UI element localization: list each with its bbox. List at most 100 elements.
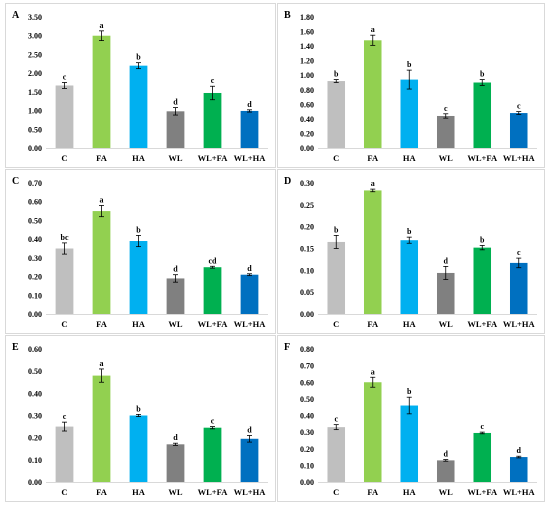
x-tick-label: HA [132, 487, 146, 497]
x-tick-label: C [333, 153, 339, 163]
significance-letter: a [100, 21, 104, 30]
y-tick-label: 1.00 [300, 71, 314, 80]
significance-letter: b [407, 60, 412, 69]
x-tick-label: WL+FA [198, 153, 229, 163]
x-tick-label: WL+FA [198, 319, 229, 329]
panel-label: F [284, 342, 290, 353]
y-tick-label: 0.20 [300, 129, 314, 138]
significance-letter: c [444, 104, 448, 113]
bar [509, 457, 528, 482]
significance-letter: c [517, 248, 521, 257]
bar [327, 241, 346, 314]
y-tick-label: 0.15 [300, 245, 314, 254]
x-tick-label: HA [403, 153, 417, 163]
x-tick-label: WL [439, 487, 454, 497]
y-tick-label: 0.60 [300, 100, 314, 109]
y-tick-label: 0.10 [28, 291, 42, 300]
bar [473, 82, 492, 148]
y-tick-label: 2.50 [28, 50, 42, 59]
panel-label: C [12, 176, 19, 187]
panel-label: A [12, 10, 20, 21]
bar [473, 247, 492, 314]
x-tick-label: FA [96, 153, 108, 163]
bar [55, 426, 74, 482]
y-tick-label: 0.60 [300, 378, 314, 387]
y-tick-label: 0.20 [28, 434, 42, 443]
x-tick-label: FA [367, 487, 379, 497]
y-tick-label: 0.10 [300, 461, 314, 470]
x-tick-label: WL [439, 153, 454, 163]
significance-letter: cd [209, 256, 218, 265]
bar [129, 65, 148, 148]
significance-letter: b [334, 225, 339, 234]
bar [509, 262, 528, 314]
y-tick-label: 0.00 [300, 478, 314, 487]
y-tick-label: 1.80 [300, 13, 314, 22]
bar [129, 415, 148, 482]
significance-letter: c [63, 73, 67, 82]
bar [166, 444, 185, 482]
y-tick-label: 0.30 [300, 179, 314, 188]
x-tick-label: WL+HA [234, 153, 267, 163]
x-tick-label: FA [367, 153, 379, 163]
bar [240, 274, 259, 314]
y-tick-label: 1.00 [28, 107, 42, 116]
y-tick-label: 0.50 [28, 367, 42, 376]
significance-letter: d [517, 446, 522, 455]
x-tick-label: WL+HA [234, 319, 267, 329]
y-tick-label: 0.20 [28, 273, 42, 282]
significance-letter: c [211, 76, 215, 85]
y-tick-label: 0.20 [300, 445, 314, 454]
significance-letter: c [334, 415, 338, 424]
panel-E: E 0.00 0.10 0.20 0.30 0.40 0.50 0.60 c Ca FA b HA d WL… [5, 335, 276, 502]
y-tick-label: 0.30 [28, 254, 42, 263]
significance-letter: d [444, 256, 449, 265]
significance-letter: a [371, 367, 375, 376]
bar [327, 427, 346, 482]
significance-letter: b [480, 235, 485, 244]
y-tick-label: 0.00 [28, 310, 42, 319]
significance-letter: d [444, 450, 449, 459]
y-tick-label: 0.40 [28, 235, 42, 244]
bar [240, 110, 259, 148]
significance-letter: b [480, 70, 485, 79]
y-tick-label: 0.80 [300, 86, 314, 95]
x-tick-label: WL [168, 487, 183, 497]
bar [436, 460, 455, 482]
x-tick-label: C [61, 153, 67, 163]
bar [129, 241, 148, 314]
y-tick-label: 0.60 [28, 345, 42, 354]
y-tick-label: 0.40 [28, 389, 42, 398]
x-tick-label: WL [168, 319, 183, 329]
x-tick-label: WL+HA [234, 487, 267, 497]
y-tick-label: 0.00 [300, 144, 314, 153]
significance-letter: c [480, 422, 484, 431]
significance-letter: c [63, 412, 67, 421]
y-tick-label: 1.50 [28, 88, 42, 97]
bar [436, 272, 455, 314]
bar [473, 432, 492, 482]
y-tick-label: 0.00 [28, 144, 42, 153]
panel-F: F 0.00 0.10 0.20 0.30 0.40 0.50 0.60 0.70 0.80 c Ca… [277, 335, 545, 502]
y-tick-label: 2.00 [28, 69, 42, 78]
panel-label: B [284, 10, 291, 21]
y-tick-label: 0.60 [28, 198, 42, 207]
significance-letter: d [247, 425, 252, 434]
x-tick-label: WL+FA [198, 487, 229, 497]
significance-letter: b [136, 53, 141, 62]
significance-letter: a [371, 25, 375, 34]
y-tick-label: 0.50 [28, 216, 42, 225]
x-tick-label: WL+FA [467, 319, 498, 329]
y-tick-label: 0.40 [300, 412, 314, 421]
bar [203, 427, 222, 482]
x-tick-label: HA [132, 153, 146, 163]
y-tick-label: 0.10 [28, 456, 42, 465]
bar [203, 267, 222, 314]
significance-letter: a [100, 195, 104, 204]
panel-D: D 0.00 0.05 0.10 0.15 0.20 0.25 0.30 b Ca FA b HA d WL… [277, 169, 545, 334]
y-tick-label: 0.05 [300, 288, 314, 297]
bar [363, 40, 382, 148]
x-tick-label: WL+HA [503, 487, 536, 497]
significance-letter: b [407, 227, 412, 236]
